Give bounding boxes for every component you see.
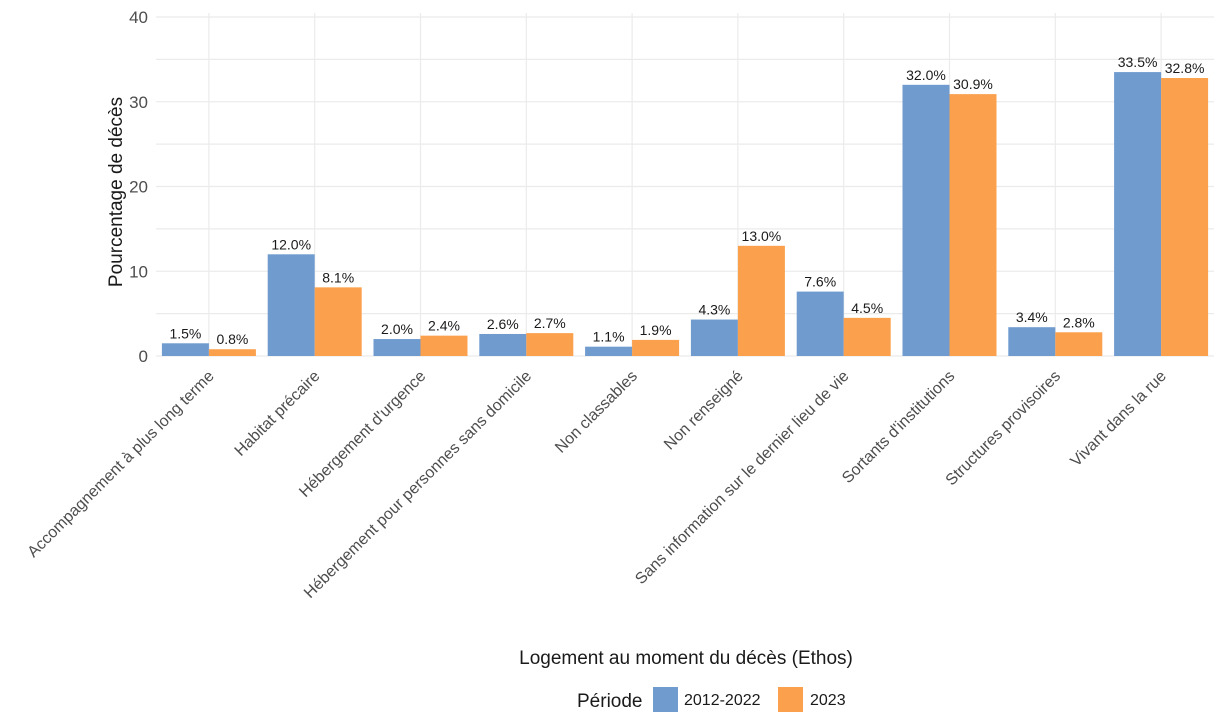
data-label: 1.9% [640,322,672,338]
x-tick-label: Sortants d'institutions [839,368,958,487]
x-tick-label: Non renseigné [661,368,747,454]
bar-2023-non-classables [632,339,680,356]
bar-2023-sans-information-sur-le-dernier-lieu-de-vie [843,317,891,356]
bar-2023-habitat-precaire [314,287,362,356]
data-label: 3.4% [1016,309,1048,325]
x-tick-label: Hébergement pour personnes sans domicile [301,368,535,602]
data-labels: 1.5% 0.8% 12.0% 8.1% 2.0% 2.4% 2.6% 2.7% 1.1% 1.9… [169,54,1204,347]
data-label: 2.6% [487,316,519,332]
y-axis-title: Pourcentage de décès [106,97,127,287]
legend-title: Période [577,691,643,712]
data-label: 8.1% [322,269,354,285]
bars [161,72,1209,357]
bar-2023-sortants-d-institutions [949,94,997,356]
bar-2012-2022-habitat-precaire [267,254,315,356]
y-tick-label: 40 [129,8,148,27]
bar-2023-vivant-dans-la-rue [1161,78,1209,357]
data-label: 2.8% [1063,314,1095,330]
bar-2012-2022-structures-provisoires [1008,327,1056,356]
data-label: 33.5% [1118,54,1158,70]
bar-2012-2022-accompagnement-a-plus-long-terme [161,343,209,356]
bar-2012-2022-vivant-dans-la-rue [1114,72,1162,357]
legend-label-2012-2022: 2012-2022 [684,692,761,709]
legend-swatch-2023 [778,687,803,712]
x-tick-label: Vivant dans la rue [1068,368,1170,470]
legend: Période 2012-2022 2023 [577,687,846,712]
legend-label-2023: 2023 [810,692,846,709]
data-label: 7.6% [804,274,836,290]
y-tick-label: 10 [129,262,148,281]
data-label: 2.4% [428,318,460,334]
x-tick-label: Habitat précaire [232,368,324,460]
x-tick-label: Structures provisoires [943,368,1064,489]
bar-2023-non-renseigne [737,245,785,356]
bar-2012-2022-hebergement-pour-personnes-sans-domicile [479,333,527,356]
bar-2012-2022-non-renseigne [690,319,738,356]
data-label: 13.0% [742,228,782,244]
data-label: 2.7% [534,315,566,331]
y-tick-labels: 0 10 20 30 40 [129,8,148,366]
bar-2012-2022-sans-information-sur-le-dernier-lieu-de-vie [796,291,844,356]
data-label: 4.5% [851,300,883,316]
bar-2023-accompagnement-a-plus-long-terme [208,349,256,356]
x-tick-labels: Accompagnement à plus long terme Habitat … [25,368,1170,602]
x-tick-label: Accompagnement à plus long terme [25,368,218,561]
x-tick-label: Sans information sur le dernier lieu de … [632,368,852,588]
data-label: 32.8% [1165,60,1205,76]
grid-layer [156,13,1214,357]
y-tick-label: 20 [129,178,148,197]
data-label: 4.3% [698,302,730,318]
x-tick-label: Non classables [552,368,641,457]
y-tick-label: 0 [139,347,148,366]
y-tick-label: 30 [129,93,148,112]
data-label: 12.0% [271,236,311,252]
x-axis-title: Logement au moment du décès (Ethos) [519,648,853,669]
legend-swatch-2012-2022 [653,687,678,712]
bar-2012-2022-hebergement-d-urgence [373,339,421,356]
data-label: 2.0% [381,321,413,337]
data-label: 1.5% [169,325,201,341]
bar-2023-hebergement-d-urgence [420,335,468,356]
bar-2023-structures-provisoires [1055,332,1103,356]
data-label: 30.9% [953,76,993,92]
bar-2023-hebergement-pour-personnes-sans-domicile [526,333,574,356]
bar-2012-2022-non-classables [585,346,633,356]
data-label: 32.0% [906,67,946,83]
data-label: 1.1% [593,329,625,345]
bar-2012-2022-sortants-d-institutions [902,84,950,357]
data-label: 0.8% [216,331,248,347]
